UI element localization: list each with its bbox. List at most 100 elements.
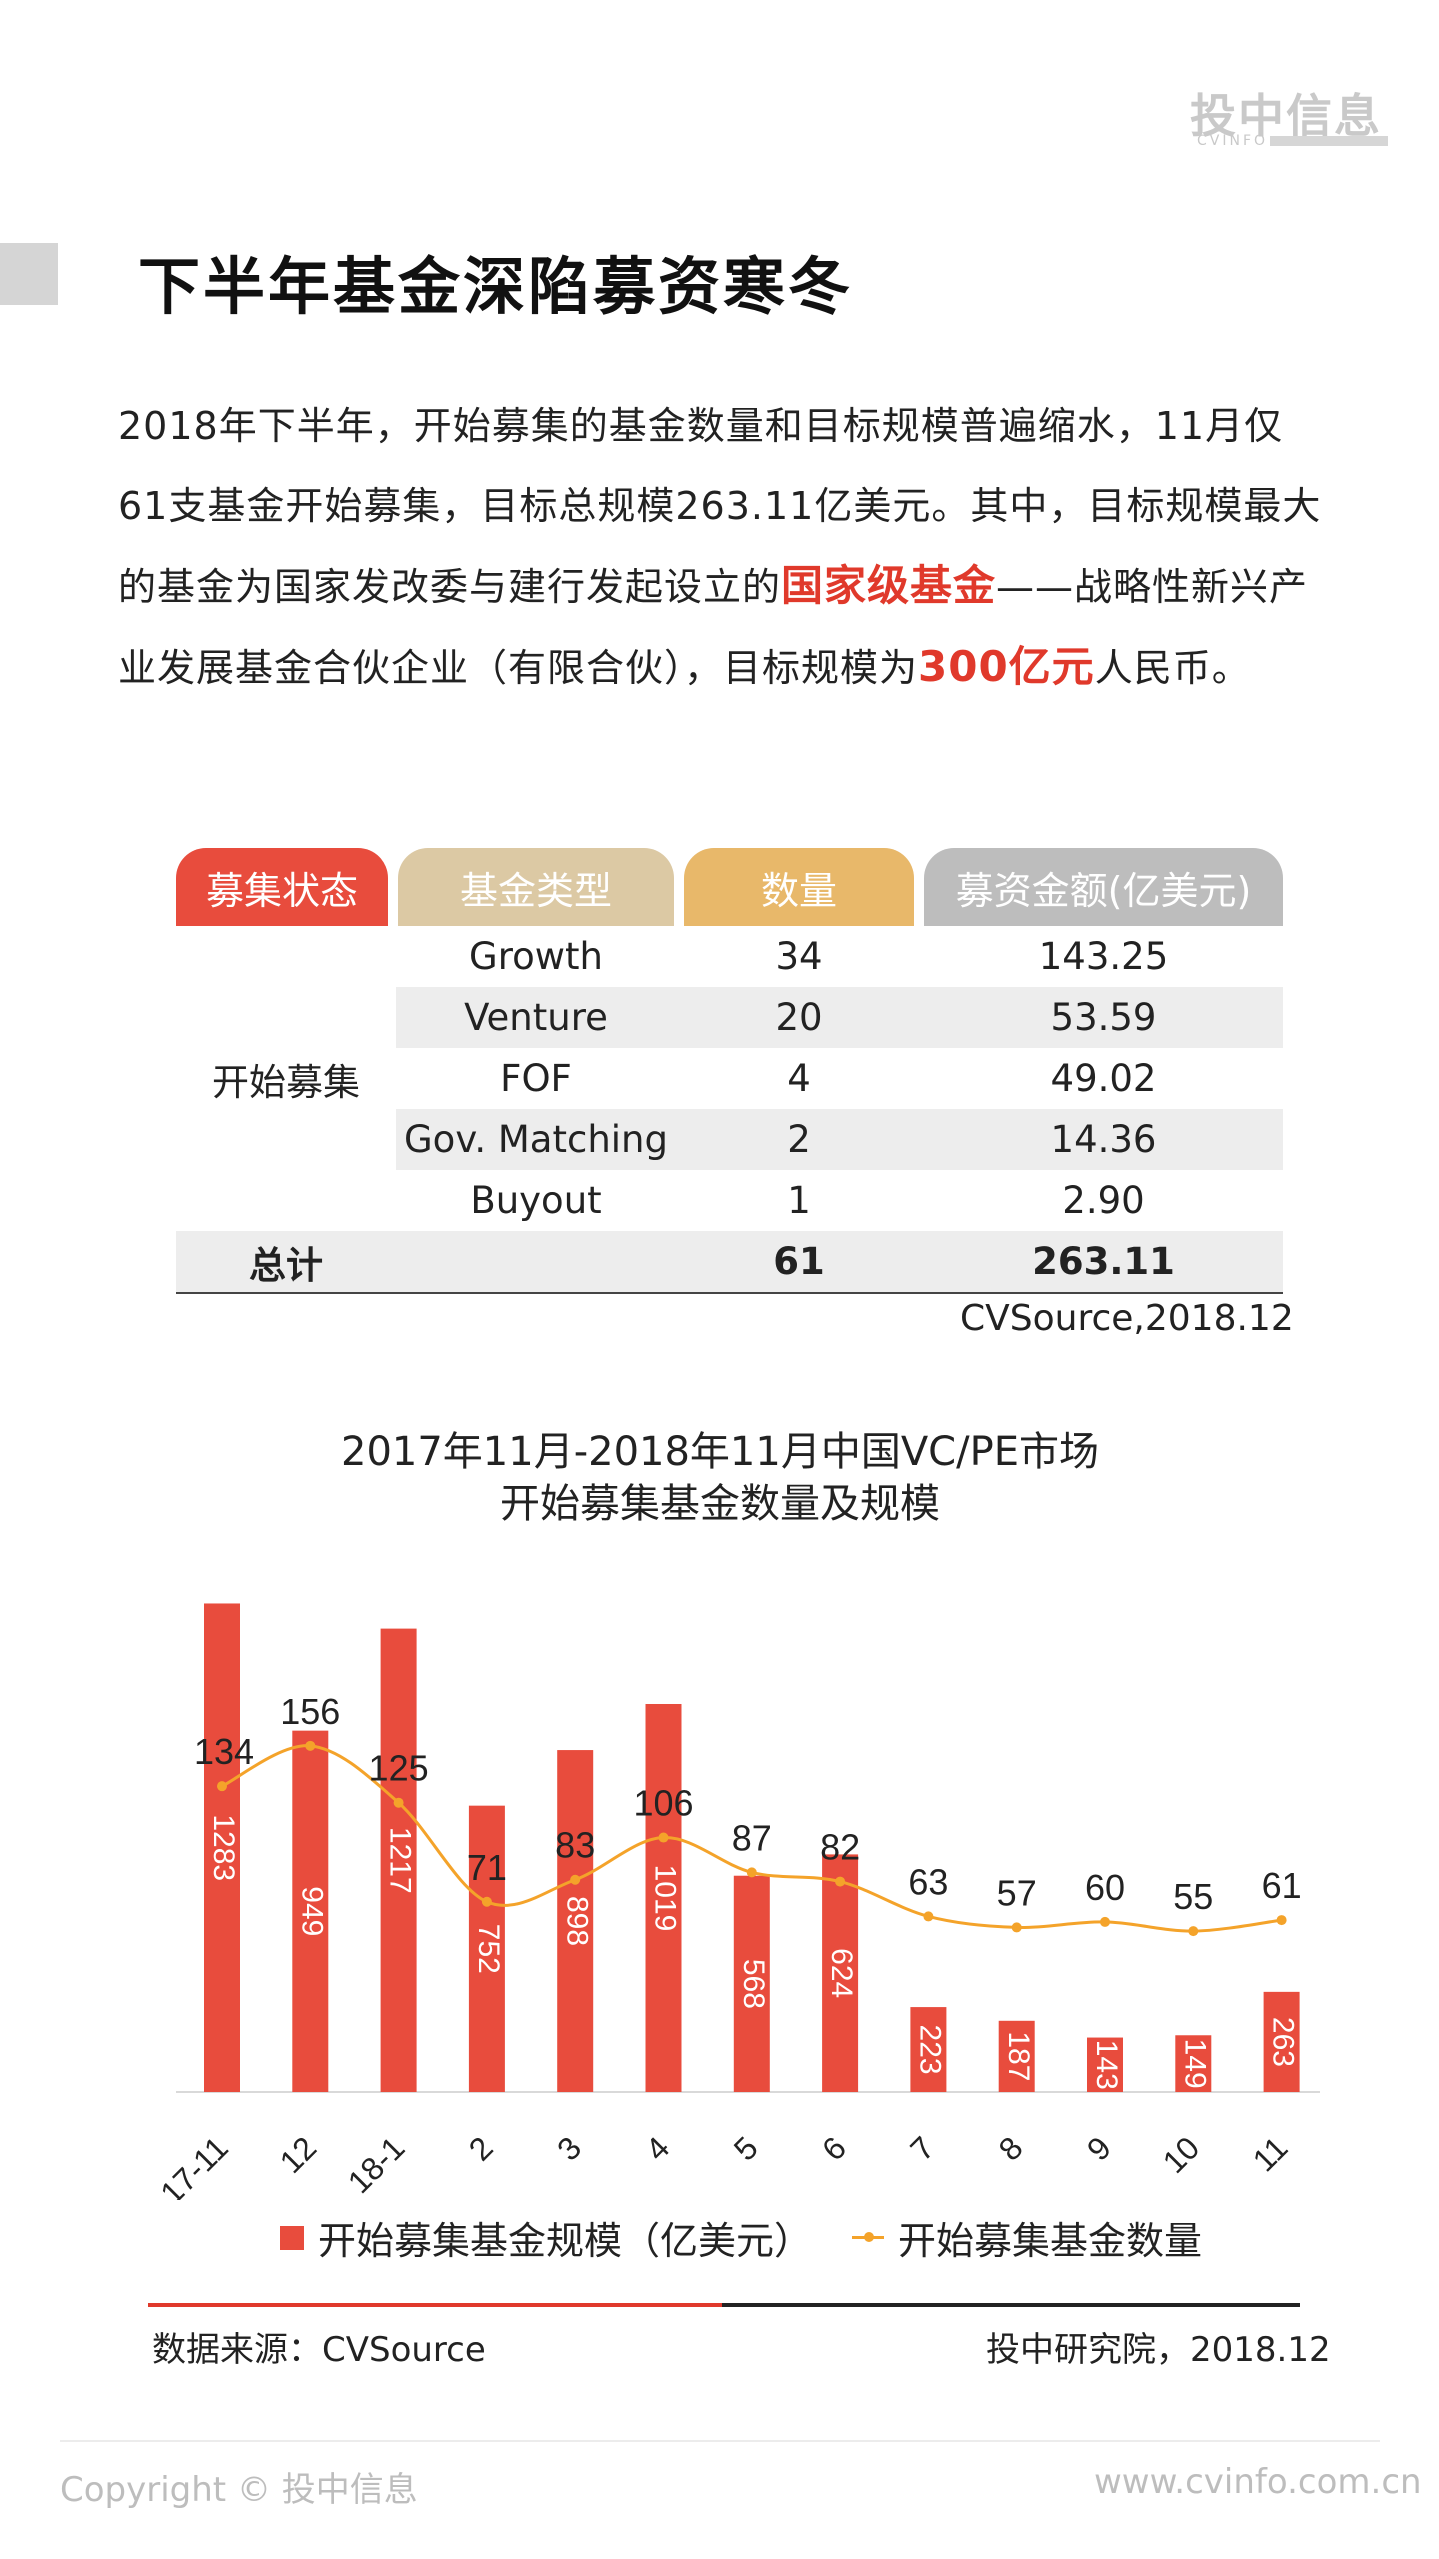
x-tick-label: 10 (1156, 2129, 1207, 2180)
table-row: Growth 34 143.25 (176, 926, 1283, 987)
x-tick-label: 8 (992, 2129, 1030, 2167)
chart-source-left: 数据来源：CVSource (152, 2330, 486, 2370)
bar-11 (1263, 1991, 1300, 2092)
line-point-18-1 (393, 1797, 404, 1808)
legend-bar-label: 开始募集基金规模（亿美元） (318, 2219, 813, 2263)
page-title: 下半年基金深陷募资寒冬 (138, 250, 854, 323)
x-tick-label: 6 (815, 2129, 853, 2167)
paragraph-highlight-2: 300亿元 (918, 642, 1095, 691)
line-value-label: 55 (1173, 1876, 1213, 1917)
line-value-label: 71 (467, 1847, 507, 1888)
x-tick-label: 12 (273, 2129, 324, 2180)
table-cell-type: Growth (469, 935, 603, 978)
chart-title: 2017年11月-2018年11月中国VC/PE市场 开始募集基金数量及规模 (180, 1426, 1260, 1530)
bar-18-1 (380, 1628, 417, 2092)
line-value-label: 60 (1085, 1867, 1125, 1908)
paragraph-text-2: ——战略性新兴产业发展基金合伙企业（有限合伙），目标规模为 (118, 565, 1309, 690)
table-total-count: 61 (773, 1240, 825, 1283)
bar-value-label: 223 (913, 2025, 946, 2075)
chart-title-line1: 2017年11月-2018年11月中国VC/PE市场 (341, 1429, 1099, 1475)
x-tick-label: 4 (638, 2129, 676, 2167)
bar-value-label: 1019 (649, 1865, 682, 1932)
table-cell-amount: 2.90 (1062, 1179, 1145, 1222)
legend-line-label: 开始募集基金数量 (898, 2219, 1203, 2263)
row-shading (396, 987, 1283, 1048)
table-cell-count: 1 (787, 1179, 811, 1222)
title-accent-block (0, 243, 58, 305)
line-point-8 (1011, 1922, 1022, 1933)
legend-line-swatch (852, 2232, 885, 2242)
x-tick-label: 9 (1080, 2129, 1118, 2167)
logo-text: 投中信息 (1190, 89, 1382, 143)
table-cell-amount: 53.59 (1050, 996, 1157, 1039)
table-cell-count: 2 (787, 1118, 811, 1161)
table-row: 开始募集 FOF 4 49.02 (176, 1048, 1283, 1109)
logo-subtext: CVINFO (1197, 133, 1269, 149)
bar-value-label: 949 (295, 1886, 328, 1936)
chart-legend: 开始募集基金规模（亿美元） 开始募集基金数量 (280, 2210, 1202, 2265)
table-bottom-rule (176, 1292, 1283, 1294)
intro-paragraph: 2018年下半年，开始募集的基金数量和目标规模普遍缩水，11月仅61支基金开始募… (118, 386, 1328, 708)
x-tick-label: 17-11 (153, 2129, 235, 2200)
bar-value-label: 187 (1002, 2031, 1035, 2081)
line-point-4 (658, 1832, 669, 1843)
table-row: Gov. Matching 2 14.36 (176, 1109, 1283, 1170)
x-tick-label: 2 (462, 2129, 500, 2167)
table-header-amount: 募资金额(亿美元) (924, 848, 1283, 926)
bar-value-label: 1283 (207, 1814, 240, 1881)
table-cell-count: 34 (775, 935, 823, 978)
table-source: CVSource,2018.12 (960, 1298, 1294, 1339)
footer-website-link[interactable]: www.cvinfo.com.cn (1094, 2462, 1422, 2502)
table-header-status: 募集状态 (176, 848, 388, 926)
footer-divider (60, 2440, 1380, 2442)
table-cell-amount: 49.02 (1050, 1057, 1157, 1100)
chart-source-rule-red (148, 2303, 722, 2307)
x-tick-label: 5 (727, 2129, 765, 2167)
bar-value-label: 1217 (384, 1827, 417, 1894)
table-total-amount: 263.11 (1032, 1240, 1175, 1283)
table-cell-amount: 143.25 (1038, 935, 1169, 978)
bar-7 (910, 2007, 947, 2092)
row-shading (396, 1109, 1283, 1170)
line-point-9 (1100, 1916, 1110, 1927)
chart-title-line2: 开始募集基金数量及规模 (500, 1481, 940, 1527)
line-value-label: 156 (280, 1691, 340, 1732)
bar-6 (822, 1854, 859, 2092)
logo-bar-decoration (1270, 136, 1388, 146)
bar-value-label: 898 (560, 1896, 593, 1946)
table-cell-type: Gov. Matching (404, 1118, 668, 1161)
line-point-12 (305, 1740, 316, 1751)
line-value-label: 63 (908, 1861, 948, 1902)
line-point-6 (835, 1876, 846, 1887)
table-cell-type: Venture (464, 996, 608, 1039)
line-point-11 (1276, 1915, 1287, 1926)
bar-17-11 (204, 1603, 240, 2092)
table-cell-amount: 14.36 (1050, 1118, 1157, 1161)
x-tick-label: 7 (903, 2129, 941, 2167)
paragraph-text-3: 人民币。 (1094, 646, 1251, 690)
bar-value-label: 568 (737, 1959, 770, 2009)
table-header-count: 数量 (684, 848, 914, 926)
line-value-label: 125 (369, 1748, 429, 1789)
line-point-3 (570, 1874, 581, 1885)
paragraph-text-1: 2018年下半年，开始募集的基金数量和目标规模普遍缩水，11月仅61支基金开始募… (118, 404, 1322, 609)
line-point-2 (481, 1896, 492, 1907)
row-shading (176, 1231, 1283, 1292)
bar-9 (1087, 2037, 1123, 2092)
footer-copyright: Copyright © 投中信息 (60, 2470, 418, 2510)
bar-value-label: 624 (825, 1948, 858, 1998)
chart-source-rule-black (722, 2303, 1300, 2307)
table-cell-type: Buyout (470, 1179, 602, 1222)
x-tick-label: 18-1 (341, 2129, 412, 2200)
table-cell-type: FOF (500, 1057, 572, 1100)
x-tick-label: 3 (550, 2129, 588, 2167)
line-value-label: 87 (732, 1817, 772, 1858)
line-value-label: 83 (555, 1825, 595, 1866)
table-total-label: 总计 (249, 1243, 323, 1287)
bar-value-label: 149 (1178, 2039, 1211, 2089)
table-cell-count: 4 (787, 1057, 811, 1100)
table-group-label: 开始募集 (212, 1060, 360, 1104)
bar-8 (998, 2020, 1035, 2092)
line-point-17-11 (217, 1781, 227, 1792)
